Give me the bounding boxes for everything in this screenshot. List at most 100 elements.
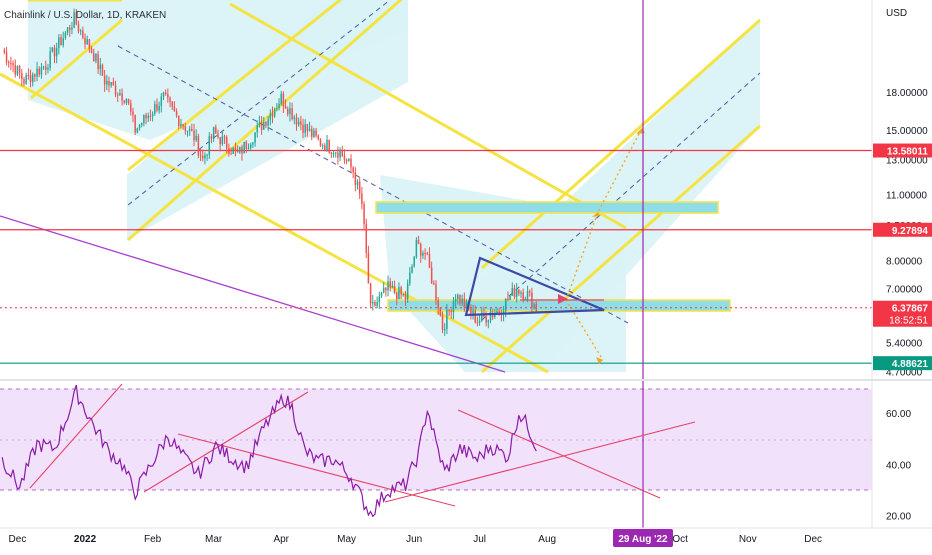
candle-body	[34, 74, 36, 77]
candle-body	[365, 223, 368, 253]
candle-body	[169, 97, 171, 102]
candle-body	[249, 144, 252, 148]
candle-body	[38, 68, 41, 75]
channel-top-left-mid	[30, 18, 123, 100]
levels	[0, 149, 872, 364]
candle-body	[310, 128, 313, 137]
candle-body	[95, 53, 97, 62]
candle-body	[522, 292, 524, 299]
candle-body	[289, 108, 291, 115]
candle-body	[75, 12, 78, 25]
currency-label: USD	[886, 8, 907, 19]
candle-body	[457, 294, 459, 300]
candle-body	[528, 291, 531, 293]
candle-body	[496, 311, 498, 314]
candle-body	[284, 106, 287, 109]
candle-body	[374, 301, 376, 307]
time-axis-label: Oct	[672, 534, 688, 545]
candle-body	[197, 135, 200, 156]
rsi-tick-label: 60.00	[886, 409, 911, 420]
candle-body	[337, 152, 339, 158]
candle-body	[29, 75, 32, 83]
candle-body	[452, 301, 455, 313]
price-badge-label: 4.88621	[892, 359, 929, 370]
candle-body	[10, 63, 12, 65]
candle-body	[426, 253, 429, 255]
candle-body	[40, 67, 43, 75]
price-tick-label: 15.00000	[886, 126, 928, 137]
candle-body	[422, 253, 424, 256]
candle-body	[433, 283, 435, 285]
candle-body	[154, 104, 156, 114]
candle-body	[439, 308, 442, 316]
candle-body	[413, 256, 415, 267]
candle-body	[265, 121, 267, 126]
candle-body	[352, 167, 354, 173]
candle-body	[106, 80, 108, 85]
candle-body	[286, 108, 289, 115]
candle-body	[515, 289, 518, 297]
candle-body	[278, 103, 280, 108]
purple-trendline	[0, 215, 506, 373]
candle-body	[212, 127, 215, 139]
projection-down-arrow	[565, 299, 604, 361]
candle-body	[428, 254, 431, 268]
rsi-ticks: 60.00 40.00 20.00	[886, 409, 911, 523]
candle-body	[459, 294, 461, 304]
candle-body	[31, 74, 34, 83]
triangle-pattern	[464, 256, 605, 317]
candle-body	[243, 141, 245, 154]
candle-body	[461, 298, 463, 304]
time-axis-label: Jun	[406, 534, 422, 545]
rsi-trend-4	[384, 421, 696, 503]
candle-body	[25, 74, 27, 84]
candle-body	[321, 145, 324, 147]
candle-body	[241, 146, 243, 154]
candle-body	[263, 121, 265, 130]
candle-body	[99, 64, 102, 70]
price-badge	[873, 222, 932, 237]
projection-down-arrowhead	[596, 357, 603, 364]
candle-body	[518, 289, 520, 294]
candle-body	[267, 119, 269, 126]
channel-feb-apr-upper	[127, 0, 343, 172]
candle-body	[376, 302, 378, 307]
candle-body	[177, 115, 180, 126]
candle-body	[391, 285, 394, 288]
candle-body	[378, 296, 381, 303]
candle-body	[217, 133, 219, 138]
candle-body	[302, 124, 304, 133]
price-badge-label: 6.37867	[892, 304, 929, 315]
candle-body	[112, 82, 115, 86]
candle-body	[339, 150, 341, 158]
candle-body	[441, 315, 444, 331]
channel-desc-upper	[229, 2, 627, 230]
candle-body	[182, 124, 184, 127]
candle-body	[535, 303, 538, 311]
time-axis-label: Apr	[273, 534, 289, 545]
price-tick-label: 5.40000	[886, 338, 923, 349]
candle-body	[372, 301, 374, 304]
candle-body	[119, 93, 121, 95]
candle-body	[291, 108, 293, 119]
channel-desc-lower	[0, 72, 549, 374]
candle-body	[491, 314, 494, 317]
candle-body	[7, 61, 10, 64]
cursor-date-badge: 29 Aug '22	[613, 529, 673, 547]
candle-body	[324, 145, 326, 151]
candle-body	[417, 239, 420, 245]
candle-body	[86, 39, 88, 45]
price-tick-label: 8.00000	[886, 257, 923, 268]
candle-body	[245, 141, 248, 149]
candle-body	[156, 104, 158, 111]
candle-body	[446, 309, 448, 329]
candle-body	[73, 12, 75, 28]
candle-body	[328, 139, 330, 153]
candle-body	[201, 155, 204, 159]
candle-body	[526, 291, 529, 299]
candle-body	[55, 48, 58, 57]
candle-body	[476, 322, 479, 324]
candle-body	[210, 136, 213, 139]
